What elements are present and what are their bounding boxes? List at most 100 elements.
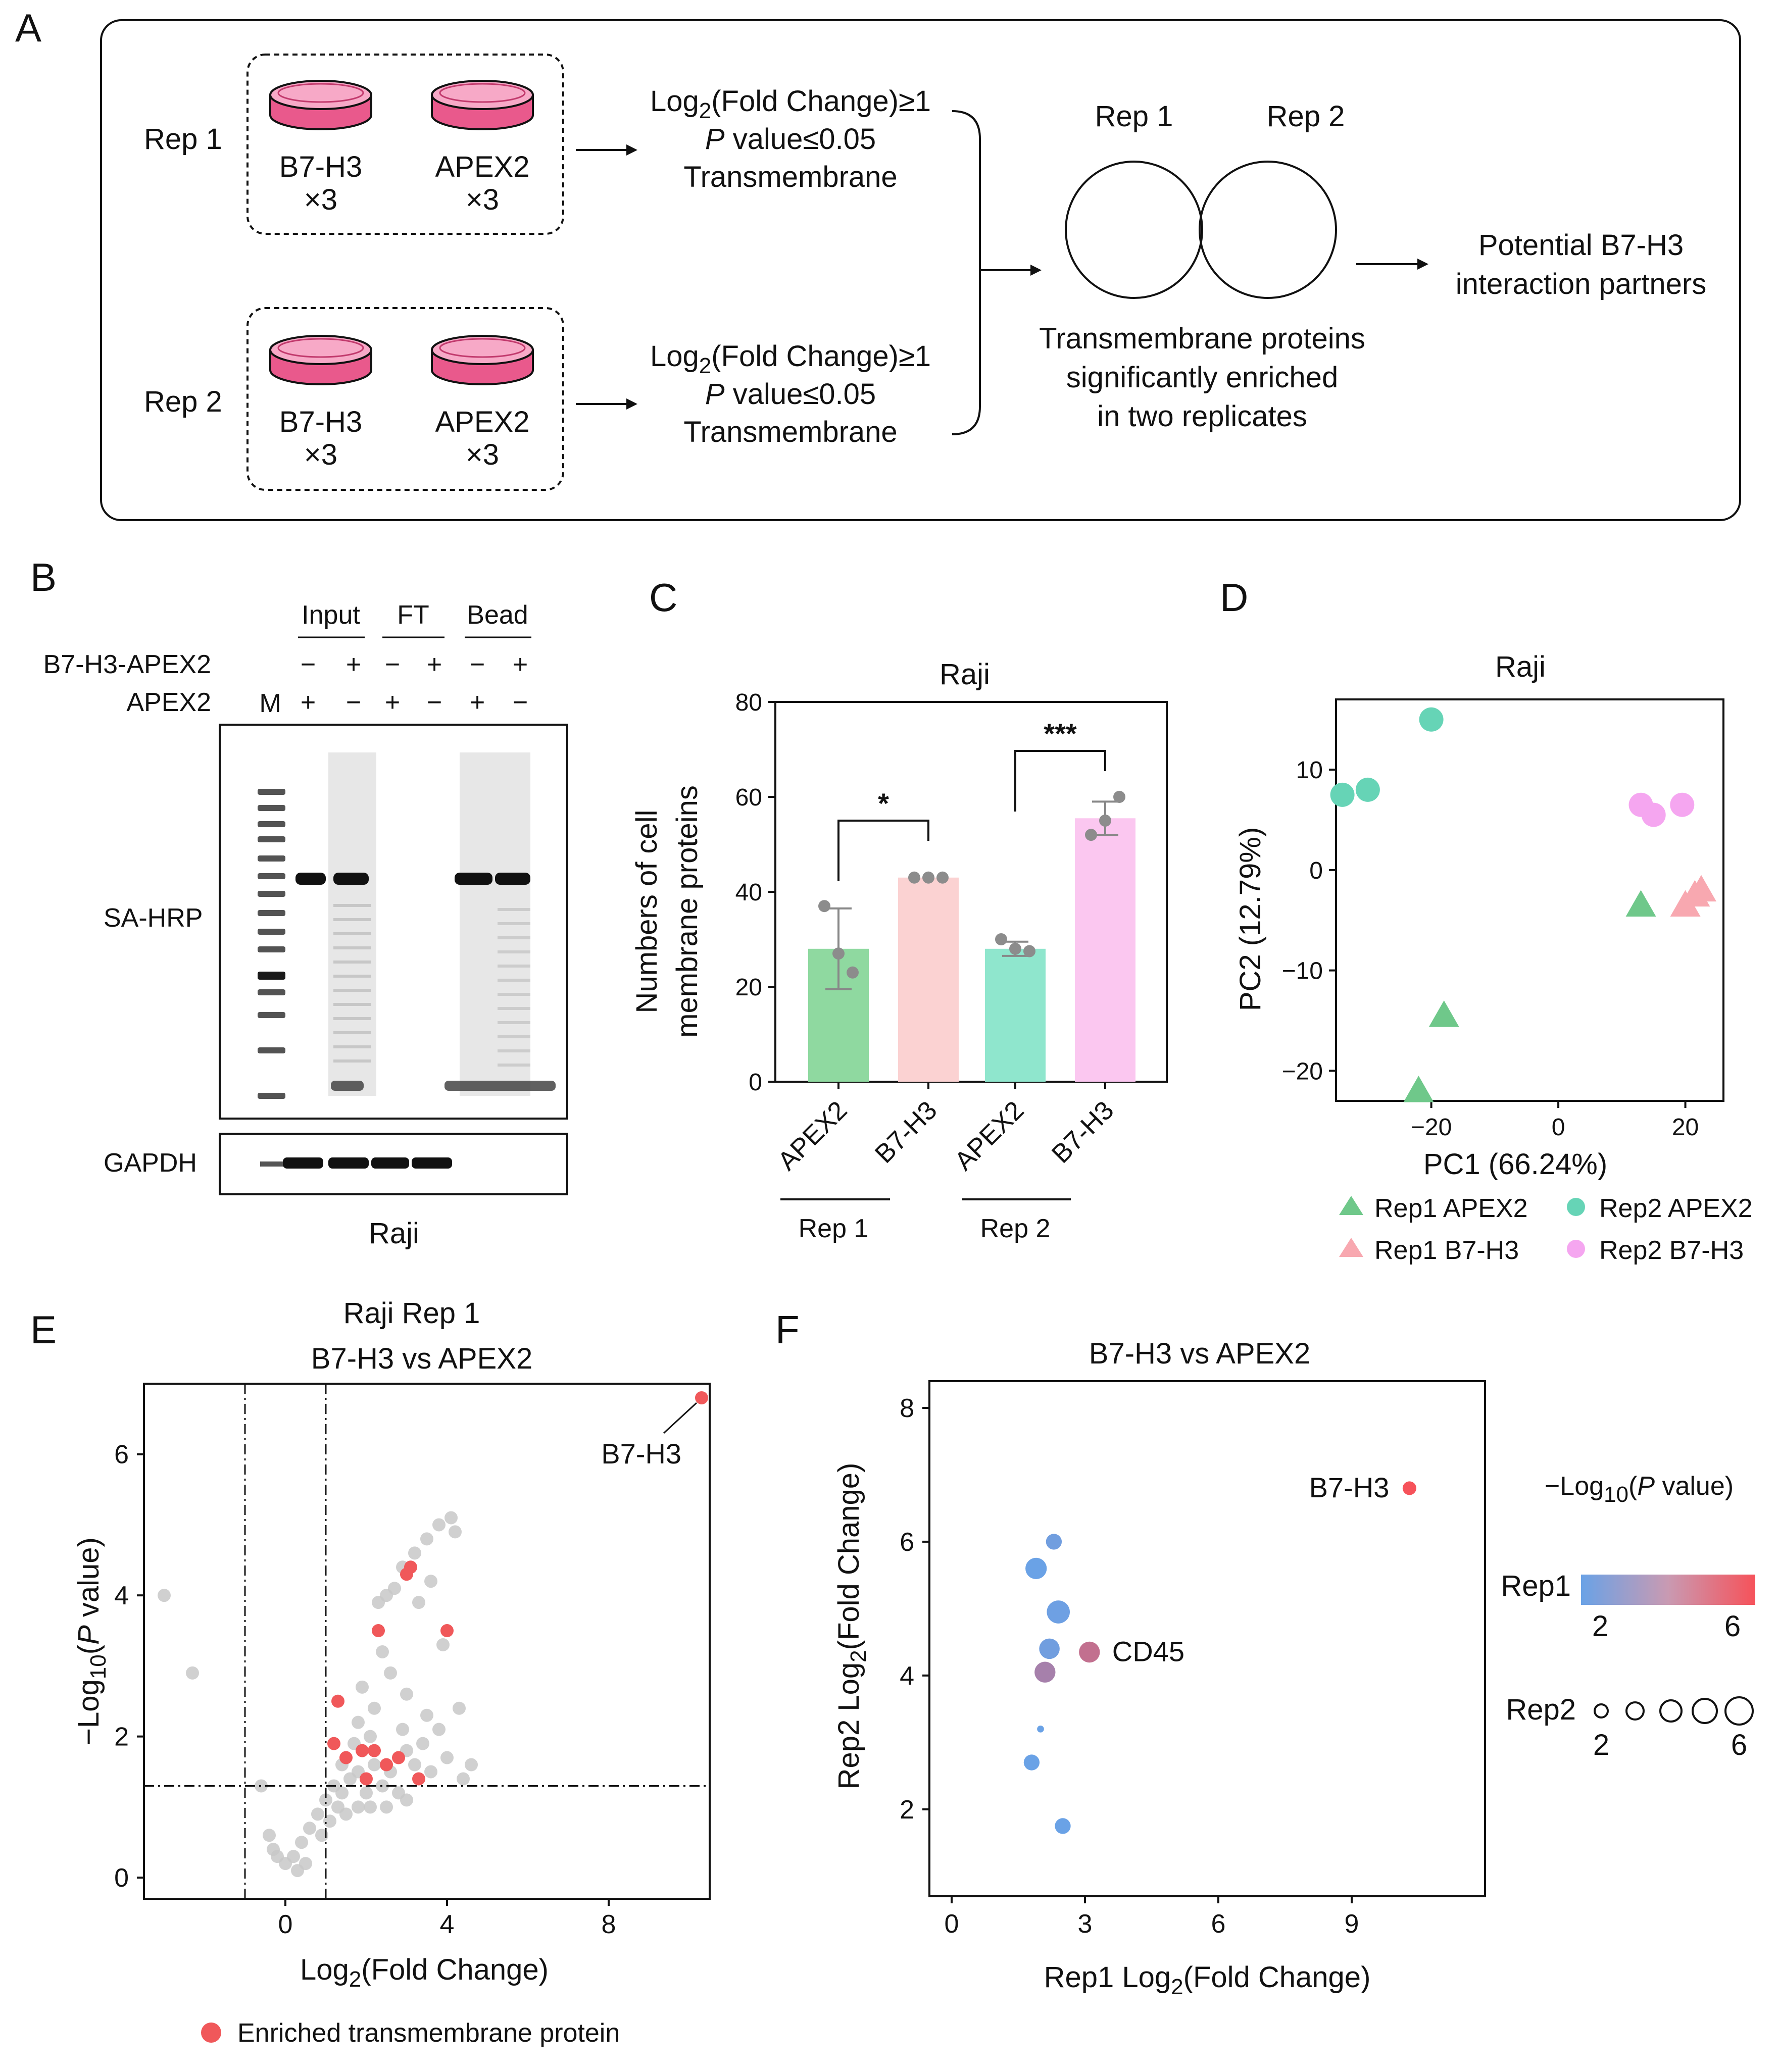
criteria-tm: Transmembrane bbox=[683, 161, 897, 193]
band-strong bbox=[295, 873, 326, 885]
ladder-band bbox=[258, 910, 285, 916]
volcano-point bbox=[457, 1772, 470, 1786]
pca-point bbox=[1641, 802, 1666, 827]
legend-enriched-marker bbox=[201, 2023, 221, 2043]
row-label-apex2: APEX2 bbox=[126, 688, 211, 717]
ladder-band bbox=[258, 946, 285, 952]
data-point bbox=[1009, 942, 1021, 955]
band-faint bbox=[498, 1064, 530, 1067]
ladder-band bbox=[258, 972, 285, 980]
group-bead: Bead bbox=[467, 600, 528, 630]
pca-point bbox=[1670, 792, 1695, 817]
chart-e-xlabel: Log2(Fold Change) bbox=[300, 1953, 549, 1992]
volcano-point bbox=[396, 1723, 409, 1736]
enriched-point bbox=[412, 1772, 425, 1786]
y-tick-label: 2 bbox=[114, 1723, 129, 1752]
chart-f-xlabel: Rep1 Log2(Fold Change) bbox=[1044, 1961, 1371, 1999]
ladder-band bbox=[258, 929, 285, 935]
y-tick-label: 4 bbox=[114, 1581, 129, 1610]
chart-c-ylabel-1: Numbers of cell bbox=[630, 810, 663, 1014]
row-label-b7h3-apex2: B7-H3-APEX2 bbox=[43, 650, 211, 679]
bar bbox=[985, 948, 1046, 1082]
panel-label-e: E bbox=[30, 1307, 57, 1352]
pca-point bbox=[1355, 777, 1380, 802]
bubble-point bbox=[1023, 1754, 1040, 1771]
ladder-band bbox=[258, 1093, 285, 1099]
data-point bbox=[1023, 945, 1035, 957]
dish-count: ×3 bbox=[466, 183, 499, 216]
x-tick-label: APEX2 bbox=[949, 1095, 1030, 1176]
lane-smear bbox=[328, 752, 376, 1096]
volcano-point bbox=[380, 1800, 393, 1814]
y-tick-label: 10 bbox=[1296, 757, 1323, 784]
lane-smear bbox=[460, 752, 530, 1096]
band-faint bbox=[498, 922, 530, 925]
band-faint bbox=[498, 936, 530, 939]
significance-label: *** bbox=[1044, 718, 1077, 749]
x-tick-label: 0 bbox=[278, 1910, 293, 1939]
significance-bracket bbox=[837, 820, 929, 881]
chart-e: 0 4 8 0 2 4 6 B7-H3 bbox=[114, 1383, 711, 1939]
y-tick-label: −20 bbox=[1282, 1058, 1323, 1085]
ladder-band bbox=[260, 1161, 288, 1167]
sizelegend-label: Rep2 bbox=[1506, 1693, 1576, 1726]
sign-apex2: + bbox=[301, 688, 316, 717]
bubble-point bbox=[1039, 1638, 1060, 1659]
y-tick-label: 4 bbox=[900, 1661, 914, 1691]
legend-label: Rep2 B7-H3 bbox=[1599, 1236, 1744, 1265]
volcano-point bbox=[303, 1822, 316, 1835]
colorbar-max: 6 bbox=[1724, 1610, 1741, 1643]
criteria-fc: Log2(Fold Change)≥1 bbox=[650, 340, 931, 378]
legend-marker bbox=[1339, 1196, 1363, 1215]
panel-label-d: D bbox=[1220, 575, 1248, 620]
merge-bracket bbox=[952, 110, 981, 435]
enriched-point bbox=[339, 1751, 353, 1764]
data-point bbox=[922, 871, 934, 884]
y-tick-label: 0 bbox=[1309, 857, 1323, 884]
volcano-point bbox=[432, 1723, 446, 1736]
chart-d-xlabel: PC1 (66.24%) bbox=[1423, 1148, 1607, 1181]
sign-apex2: − bbox=[513, 688, 528, 717]
dish-count: ×3 bbox=[466, 438, 499, 471]
ladder-band bbox=[258, 873, 285, 879]
enriched-point bbox=[392, 1751, 405, 1764]
volcano-point bbox=[331, 1800, 344, 1814]
venn-diagram bbox=[1065, 161, 1337, 299]
gapdh-band bbox=[412, 1157, 452, 1169]
band-low bbox=[444, 1081, 556, 1091]
marker-label: M bbox=[259, 689, 281, 718]
bar bbox=[898, 877, 959, 1082]
sizelegend-min: 2 bbox=[1593, 1729, 1609, 1761]
volcano-point bbox=[352, 1715, 365, 1729]
dish-label: APEX2 bbox=[435, 150, 530, 183]
dish-label: B7-H3 bbox=[279, 406, 362, 438]
y-tick-label: 6 bbox=[114, 1440, 129, 1470]
ladder-band bbox=[258, 1012, 285, 1018]
volcano-point bbox=[424, 1765, 437, 1779]
band-faint bbox=[333, 1045, 371, 1048]
colorbar-label: Rep1 bbox=[1501, 1570, 1571, 1602]
data-point bbox=[1085, 829, 1097, 841]
x-tick-label: −20 bbox=[1411, 1114, 1452, 1141]
volcano-point bbox=[364, 1730, 377, 1743]
volcano-point bbox=[432, 1518, 446, 1532]
ladder-band bbox=[258, 855, 285, 862]
chart-e-title-2: B7-H3 vs APEX2 bbox=[311, 1342, 532, 1375]
sizelegend-max: 6 bbox=[1731, 1729, 1747, 1761]
panel-label-f: F bbox=[775, 1307, 800, 1352]
enriched-point bbox=[327, 1737, 340, 1750]
y-tick-label: 40 bbox=[735, 879, 762, 906]
volcano-point bbox=[388, 1582, 401, 1595]
x-tick-label: B7-H3 bbox=[1046, 1095, 1119, 1169]
volcano-point bbox=[186, 1666, 199, 1680]
bubble-point bbox=[1402, 1481, 1416, 1495]
bubble-point bbox=[1055, 1818, 1071, 1834]
x-tick-label: 20 bbox=[1672, 1114, 1699, 1141]
panel-a-frame bbox=[100, 19, 1741, 521]
pca-point bbox=[1428, 1000, 1459, 1027]
volcano-point bbox=[263, 1829, 276, 1842]
volcano-point bbox=[158, 1589, 171, 1602]
x-tick-label: 3 bbox=[1078, 1909, 1093, 1939]
y-tick-label: 8 bbox=[900, 1394, 914, 1423]
